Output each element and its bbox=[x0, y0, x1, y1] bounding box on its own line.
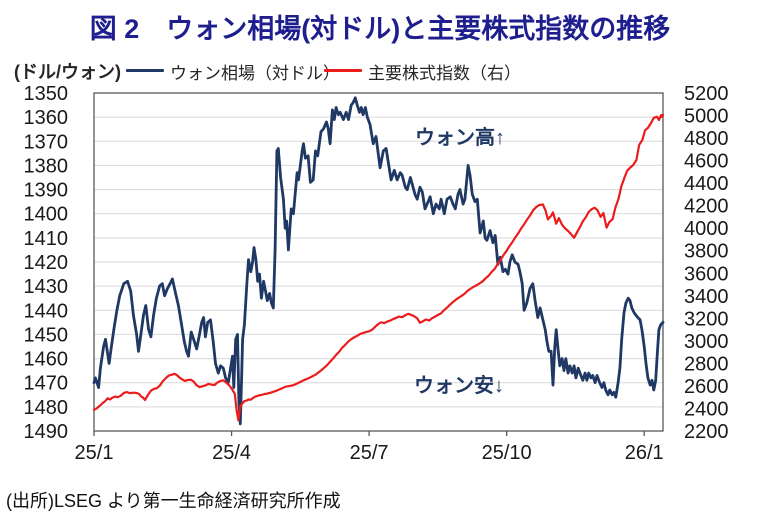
svg-text:1370: 1370 bbox=[24, 131, 69, 153]
svg-text:4200: 4200 bbox=[684, 196, 729, 218]
chart-legend: (ドル/ウォン) ウォン相場（対ドル） 主要株式指数（右） bbox=[0, 58, 760, 84]
source-note: (出所)LSEG より第一生命経済研究所作成 bbox=[6, 491, 341, 511]
figure-title: 図 2 ウォン相場(対ドル)と主要株式指数の推移 bbox=[89, 14, 671, 44]
svg-text:1420: 1420 bbox=[24, 252, 69, 274]
svg-text:3000: 3000 bbox=[684, 331, 729, 353]
svg-text:4000: 4000 bbox=[684, 218, 729, 240]
svg-text:25/10: 25/10 bbox=[482, 442, 532, 464]
svg-text:3600: 3600 bbox=[684, 263, 729, 285]
legend-label-stock-index: 主要株式指数（右） bbox=[368, 64, 521, 83]
svg-text:2600: 2600 bbox=[684, 376, 729, 398]
plot-border bbox=[93, 92, 664, 432]
svg-text:1410: 1410 bbox=[24, 228, 69, 250]
won-weak-annotation: ウォン安↓ bbox=[414, 373, 504, 397]
svg-text:1350: 1350 bbox=[24, 83, 69, 105]
svg-text:25/4: 25/4 bbox=[212, 442, 251, 464]
won-strong-annotation: ウォン高↑ bbox=[415, 125, 505, 149]
svg-text:2400: 2400 bbox=[684, 398, 729, 420]
svg-text:4600: 4600 bbox=[684, 151, 729, 173]
y-right-axis-labels: 5200500048004600440042004000380036003400… bbox=[684, 83, 729, 443]
svg-text:25/1: 25/1 bbox=[75, 442, 114, 464]
svg-text:2800: 2800 bbox=[684, 353, 729, 375]
svg-text:5000: 5000 bbox=[684, 106, 729, 128]
stock-index-line bbox=[92, 113, 665, 422]
left-axis-unit-label: (ドル/ウォン) bbox=[14, 62, 121, 82]
svg-text:25/7: 25/7 bbox=[350, 442, 389, 464]
svg-text:1450: 1450 bbox=[24, 324, 69, 346]
svg-text:1430: 1430 bbox=[24, 276, 69, 298]
svg-text:1470: 1470 bbox=[24, 373, 69, 395]
svg-text:2200: 2200 bbox=[684, 421, 729, 443]
svg-text:3800: 3800 bbox=[684, 241, 729, 263]
svg-text:4800: 4800 bbox=[684, 128, 729, 150]
won-rate-line bbox=[92, 96, 665, 426]
svg-text:1360: 1360 bbox=[24, 107, 69, 129]
svg-text:1390: 1390 bbox=[24, 180, 69, 202]
svg-text:3200: 3200 bbox=[684, 308, 729, 330]
won-rate-line-swatch bbox=[126, 69, 164, 72]
svg-text:5200: 5200 bbox=[684, 83, 729, 105]
svg-text:1480: 1480 bbox=[24, 397, 69, 419]
svg-text:1380: 1380 bbox=[24, 155, 69, 177]
svg-text:3400: 3400 bbox=[684, 286, 729, 308]
stock-index-line-swatch bbox=[324, 69, 362, 72]
x-axis-labels: 25/1 25/4 25/7 25/10 26/1 bbox=[75, 431, 664, 464]
svg-text:1460: 1460 bbox=[24, 349, 69, 371]
svg-text:1400: 1400 bbox=[24, 204, 69, 226]
svg-text:26/1: 26/1 bbox=[625, 442, 664, 464]
svg-text:4400: 4400 bbox=[684, 173, 729, 195]
svg-text:1490: 1490 bbox=[24, 421, 69, 443]
svg-text:1440: 1440 bbox=[24, 300, 69, 322]
legend-label-won-rate: ウォン相場（対ドル） bbox=[170, 64, 340, 83]
